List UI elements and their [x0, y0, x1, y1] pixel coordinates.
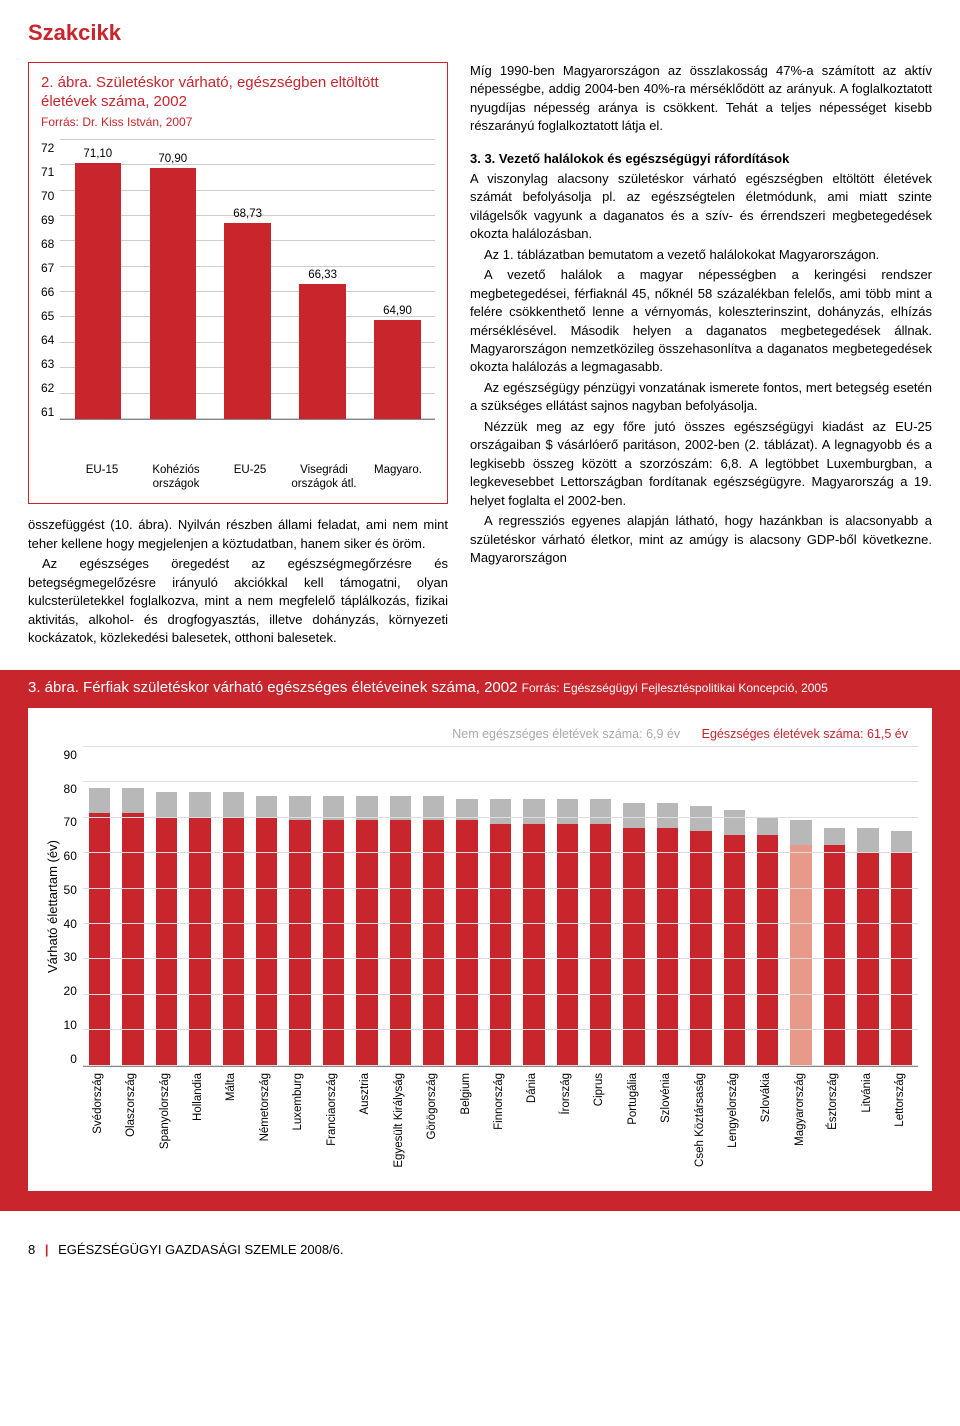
right-column: Míg 1990-ben Magyarországon az összlakos… [470, 62, 932, 650]
paragraph: Az egészséges öregedést az egészségmegőr… [28, 555, 448, 647]
paragraph: A regressziós egyenes alapján látható, h… [470, 512, 932, 567]
chart-3-yaxis: 9080706050403020100 [64, 747, 83, 1067]
page-footer: 8 | EGÉSZSÉGÜGYI GAZDASÁGI SZEMLE 2008/6… [0, 1211, 960, 1279]
paragraph: összefüggést (10. ábra). Nyilván részben… [28, 516, 448, 553]
chart-3-legend: Nem egészséges életévek száma: 6,9 év Eg… [42, 726, 918, 747]
chart-3-source: Forrás: Egészségügyi Fejlesztéspolitikai… [522, 681, 828, 695]
chart-2-bars: 71,1070,9068,7366,3364,90 [60, 140, 435, 420]
left-column: 2. ábra. Születéskor várható, egészségbe… [28, 62, 448, 650]
paragraph: Az egészségügy pénzügyi vonzatának ismer… [470, 379, 932, 416]
left-body-text: összefüggést (10. ábra). Nyilván részben… [28, 516, 448, 647]
footer-separator: | [45, 1242, 49, 1257]
paragraph: Az 1. táblázatban bemutatom a vezető hal… [470, 246, 932, 264]
chart-3-xaxis: SvédországOlaszországSpanyolországHollan… [82, 1067, 918, 1187]
chart-3-inner: Nem egészséges életévek száma: 6,9 év Eg… [28, 708, 932, 1191]
chart-3-title-row: 3. ábra. Férfiak születéskor várható egé… [0, 678, 960, 702]
legend-red: Egészséges életévek száma: 61,5 év [702, 727, 908, 741]
chart-3-block: 3. ábra. Férfiak születéskor várható egé… [0, 670, 960, 1211]
chart-2-plot: 727170696867666564636261 71,1070,9068,73… [41, 140, 435, 460]
chart-3-ylabel: Várható élettartam (év) [42, 747, 64, 1067]
chart-3-plot-row: Várható élettartam (év) 9080706050403020… [42, 747, 918, 1067]
legend-grey: Nem egészséges életévek száma: 6,9 év [452, 727, 680, 741]
chart-3-title: 3. ábra. Férfiak születéskor várható egé… [28, 679, 517, 696]
two-column-row: 2. ábra. Születéskor várható, egészségbe… [0, 54, 960, 650]
paragraph: A viszonylag alacsony születéskor várhat… [470, 170, 932, 244]
chart-2-title: 2. ábra. Születéskor várható, egészségbe… [41, 73, 435, 112]
chart-3-plot [83, 747, 918, 1067]
chart-2-box: 2. ábra. Születéskor várható, egészségbe… [28, 62, 448, 505]
page-number: 8 [28, 1241, 35, 1259]
chart-2-source: Forrás: Dr. Kiss István, 2007 [41, 114, 435, 130]
paragraph: A vezető halálok a magyar népességben a … [470, 266, 932, 377]
sub-head: 3. 3. Vezető halálokok és egészségügyi r… [470, 151, 789, 166]
paragraph: Nézzük meg az egy főre jutó összes egész… [470, 418, 932, 510]
chart-2-yaxis: 727170696867666564636261 [41, 140, 60, 420]
chart-2-xaxis: EU-15KohéziósországokEU-25Visegrádiorszá… [65, 460, 435, 492]
section-header: Szakcikk [0, 0, 960, 54]
subsection-heading: 3. 3. Vezető halálokok és egészségügyi r… [470, 150, 932, 168]
paragraph: Míg 1990-ben Magyarországon az összlakos… [470, 62, 932, 136]
journal-name: EGÉSZSÉGÜGYI GAZDASÁGI SZEMLE 2008/6. [58, 1242, 343, 1257]
